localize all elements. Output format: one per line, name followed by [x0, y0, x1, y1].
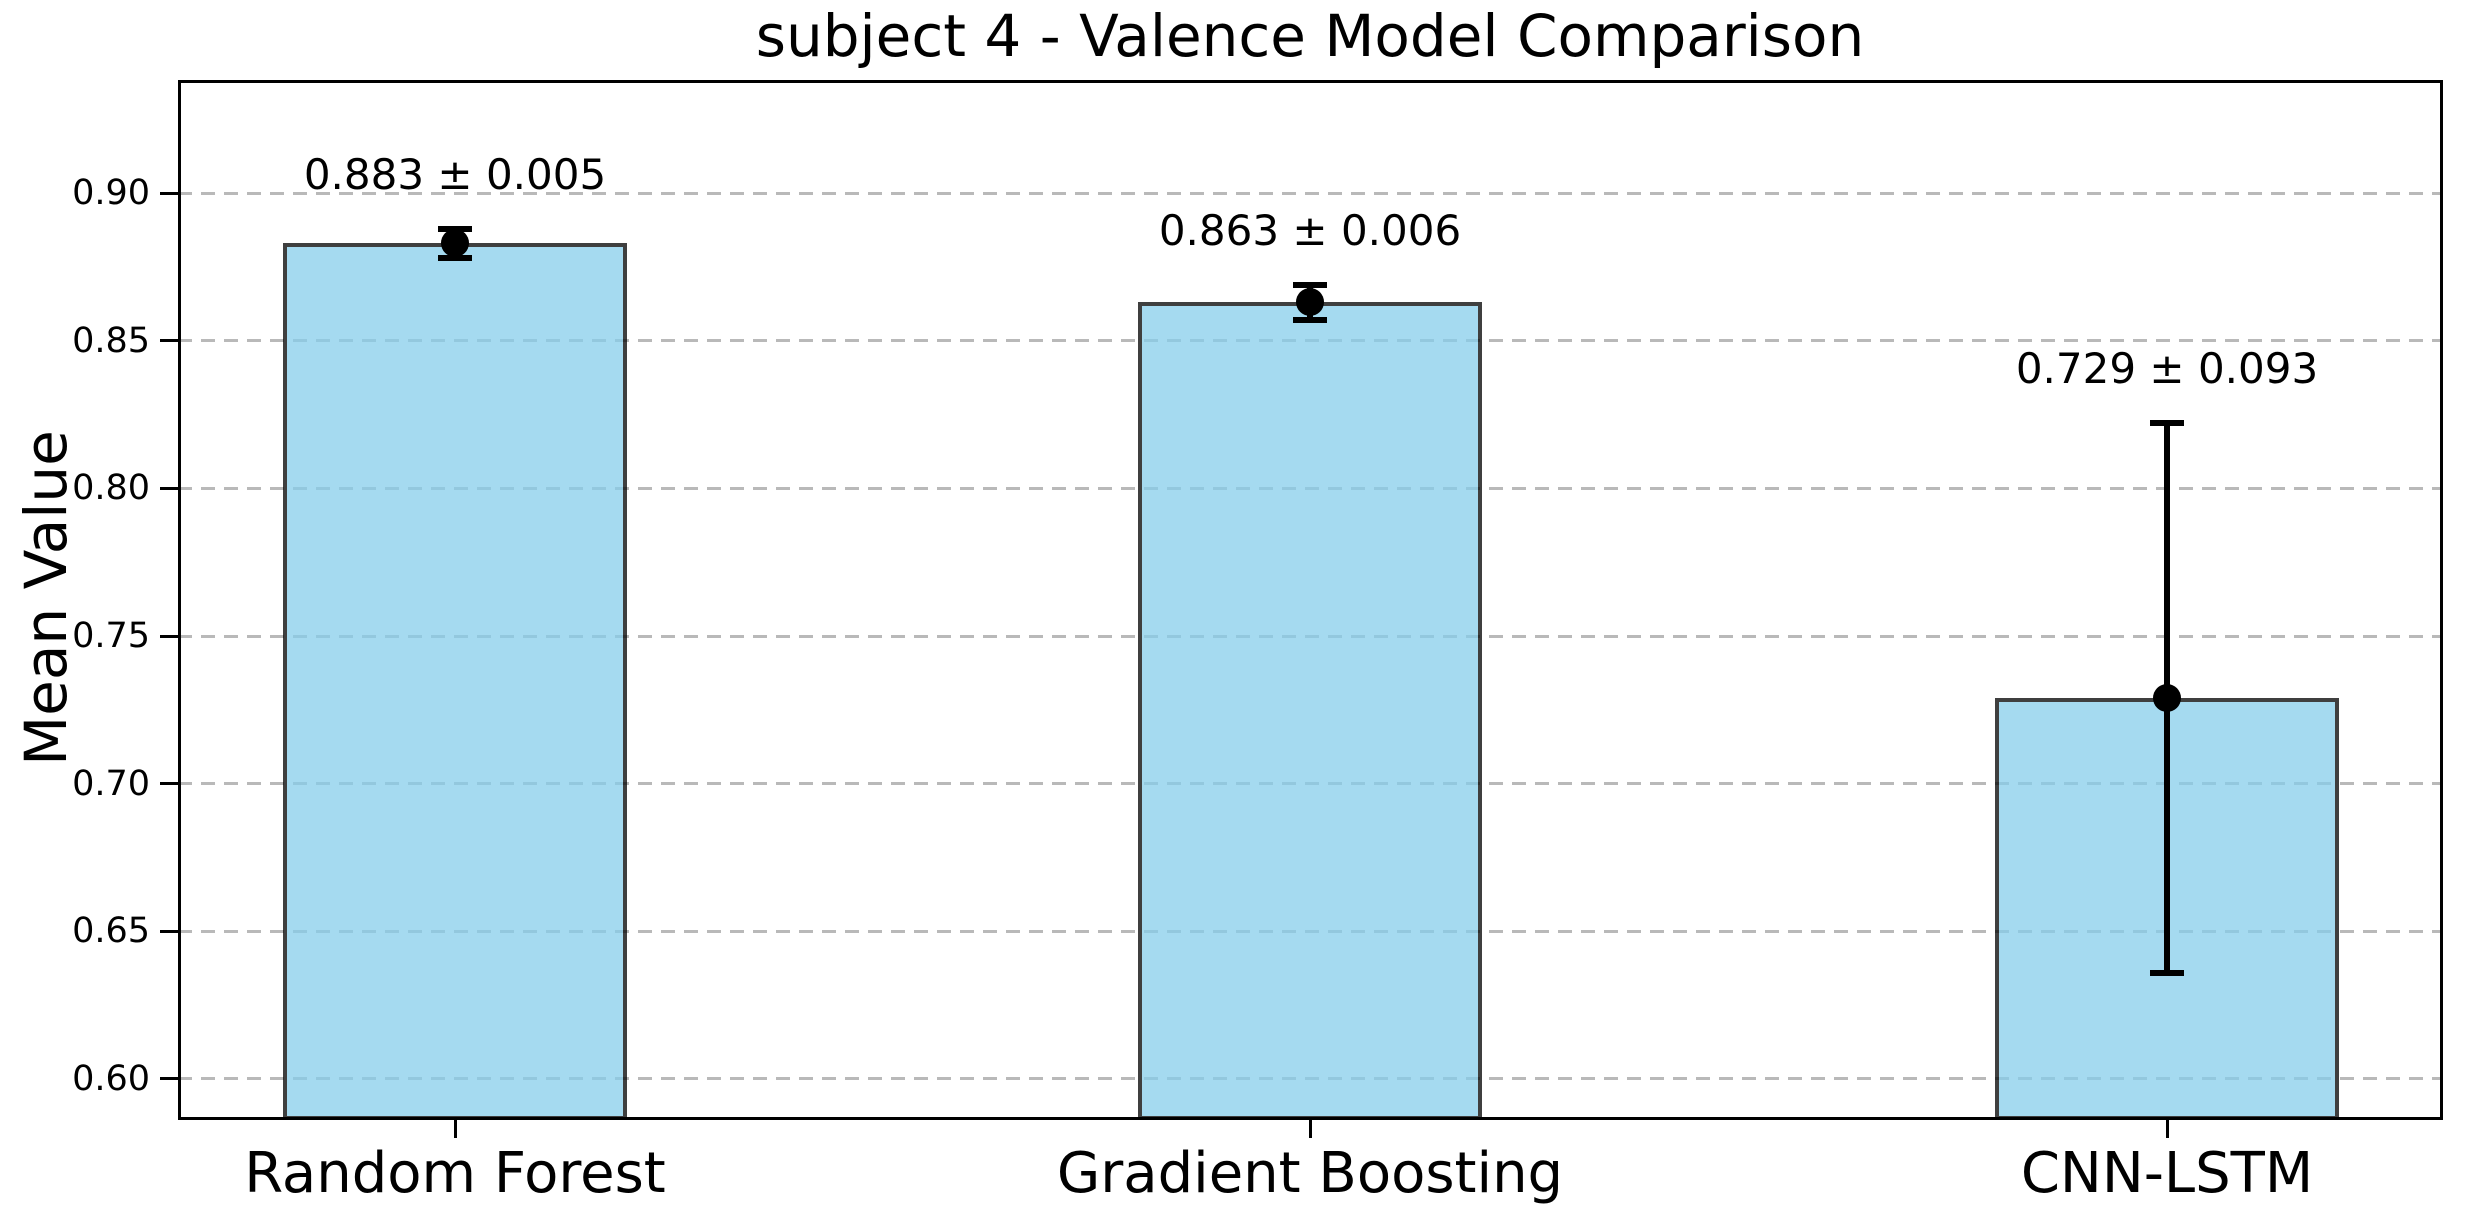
y-tick-mark — [160, 1077, 178, 1081]
error-bar-marker — [441, 229, 469, 258]
error-bar-cap-top — [1293, 281, 1327, 288]
bar-value-annotation: 0.883 ± 0.005 — [303, 149, 607, 199]
x-tick-mark — [453, 1120, 457, 1138]
chart-title: subject 4 - Valence Model Comparison — [755, 2, 1865, 70]
y-tick-mark — [160, 191, 178, 195]
error-bar-cap-bottom — [1293, 317, 1327, 324]
bar-value-annotation: 0.863 ± 0.006 — [1158, 205, 1462, 255]
y-tick-label: 0.75 — [72, 616, 150, 657]
x-tick-mark — [1308, 1120, 1312, 1138]
error-bar-cap-bottom — [438, 255, 472, 262]
x-tick-label: Random Forest — [244, 1141, 666, 1206]
y-tick-label: 0.70 — [72, 763, 150, 804]
y-tick-label: 0.80 — [72, 468, 150, 509]
y-tick-label: 0.85 — [72, 320, 150, 361]
y-tick-mark — [160, 486, 178, 490]
x-tick-label: CNN-LSTM — [2020, 1141, 2314, 1206]
error-bar-marker — [2153, 684, 2181, 713]
error-bar-cap-top — [438, 225, 472, 232]
x-tick-mark — [2165, 1120, 2169, 1138]
gridline — [178, 191, 2443, 195]
y-tick-mark — [160, 634, 178, 638]
y-tick-mark — [160, 782, 178, 786]
y-tick-mark — [160, 339, 178, 343]
x-tick-label: Gradient Boosting — [1056, 1141, 1564, 1206]
y-tick-label: 0.90 — [72, 173, 150, 214]
bar — [283, 243, 627, 1120]
y-tick-label: 0.65 — [72, 911, 150, 952]
error-bar-cap-top — [2150, 420, 2184, 427]
bar-value-annotation: 0.729 ± 0.093 — [2015, 344, 2319, 394]
y-tick-label: 0.60 — [72, 1058, 150, 1099]
error-bar-cap-bottom — [2150, 969, 2184, 976]
y-tick-mark — [160, 929, 178, 933]
bar — [1138, 302, 1482, 1120]
error-bar-marker — [1296, 288, 1324, 317]
